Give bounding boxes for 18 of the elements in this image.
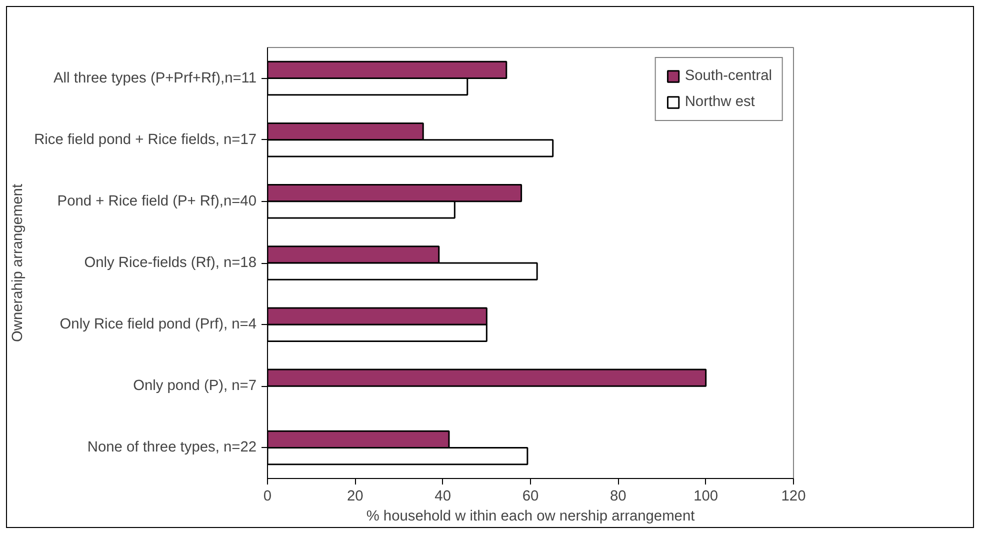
x-tick-label: 60 bbox=[522, 488, 539, 504]
x-tick-label: 20 bbox=[347, 488, 364, 504]
y-tick-label: All three types (P+Prf+Rf),n=11 bbox=[54, 70, 257, 86]
x-tick-label: 40 bbox=[434, 488, 451, 504]
y-tick-label: Only Rice-fields (Rf), n=18 bbox=[84, 255, 257, 271]
y-tick-label: Rice field pond + Rice fields, n=17 bbox=[34, 132, 256, 148]
y-tick-label: None of three types, n=22 bbox=[87, 440, 257, 456]
y-tick-label: Only Rice field pond (Prf), n=4 bbox=[60, 316, 257, 333]
x-tick-label: 80 bbox=[610, 488, 626, 504]
y-tick-label: Pond + Rice field (P+ Rf),n=40 bbox=[57, 193, 257, 210]
y-tick-label: Only pond (P), n=7 bbox=[133, 378, 257, 394]
legend-label: Northw est bbox=[684, 94, 755, 110]
x-tick-label: 0 bbox=[263, 488, 272, 504]
x-tick-label: 120 bbox=[781, 488, 806, 504]
y-axis-title: Ownerahip arrangement bbox=[10, 184, 26, 342]
x-tick-label: 100 bbox=[694, 488, 718, 504]
legend-label: South-central bbox=[684, 68, 772, 84]
x-axis-title: % household w ithin each ow nership arrangement bbox=[366, 508, 695, 524]
